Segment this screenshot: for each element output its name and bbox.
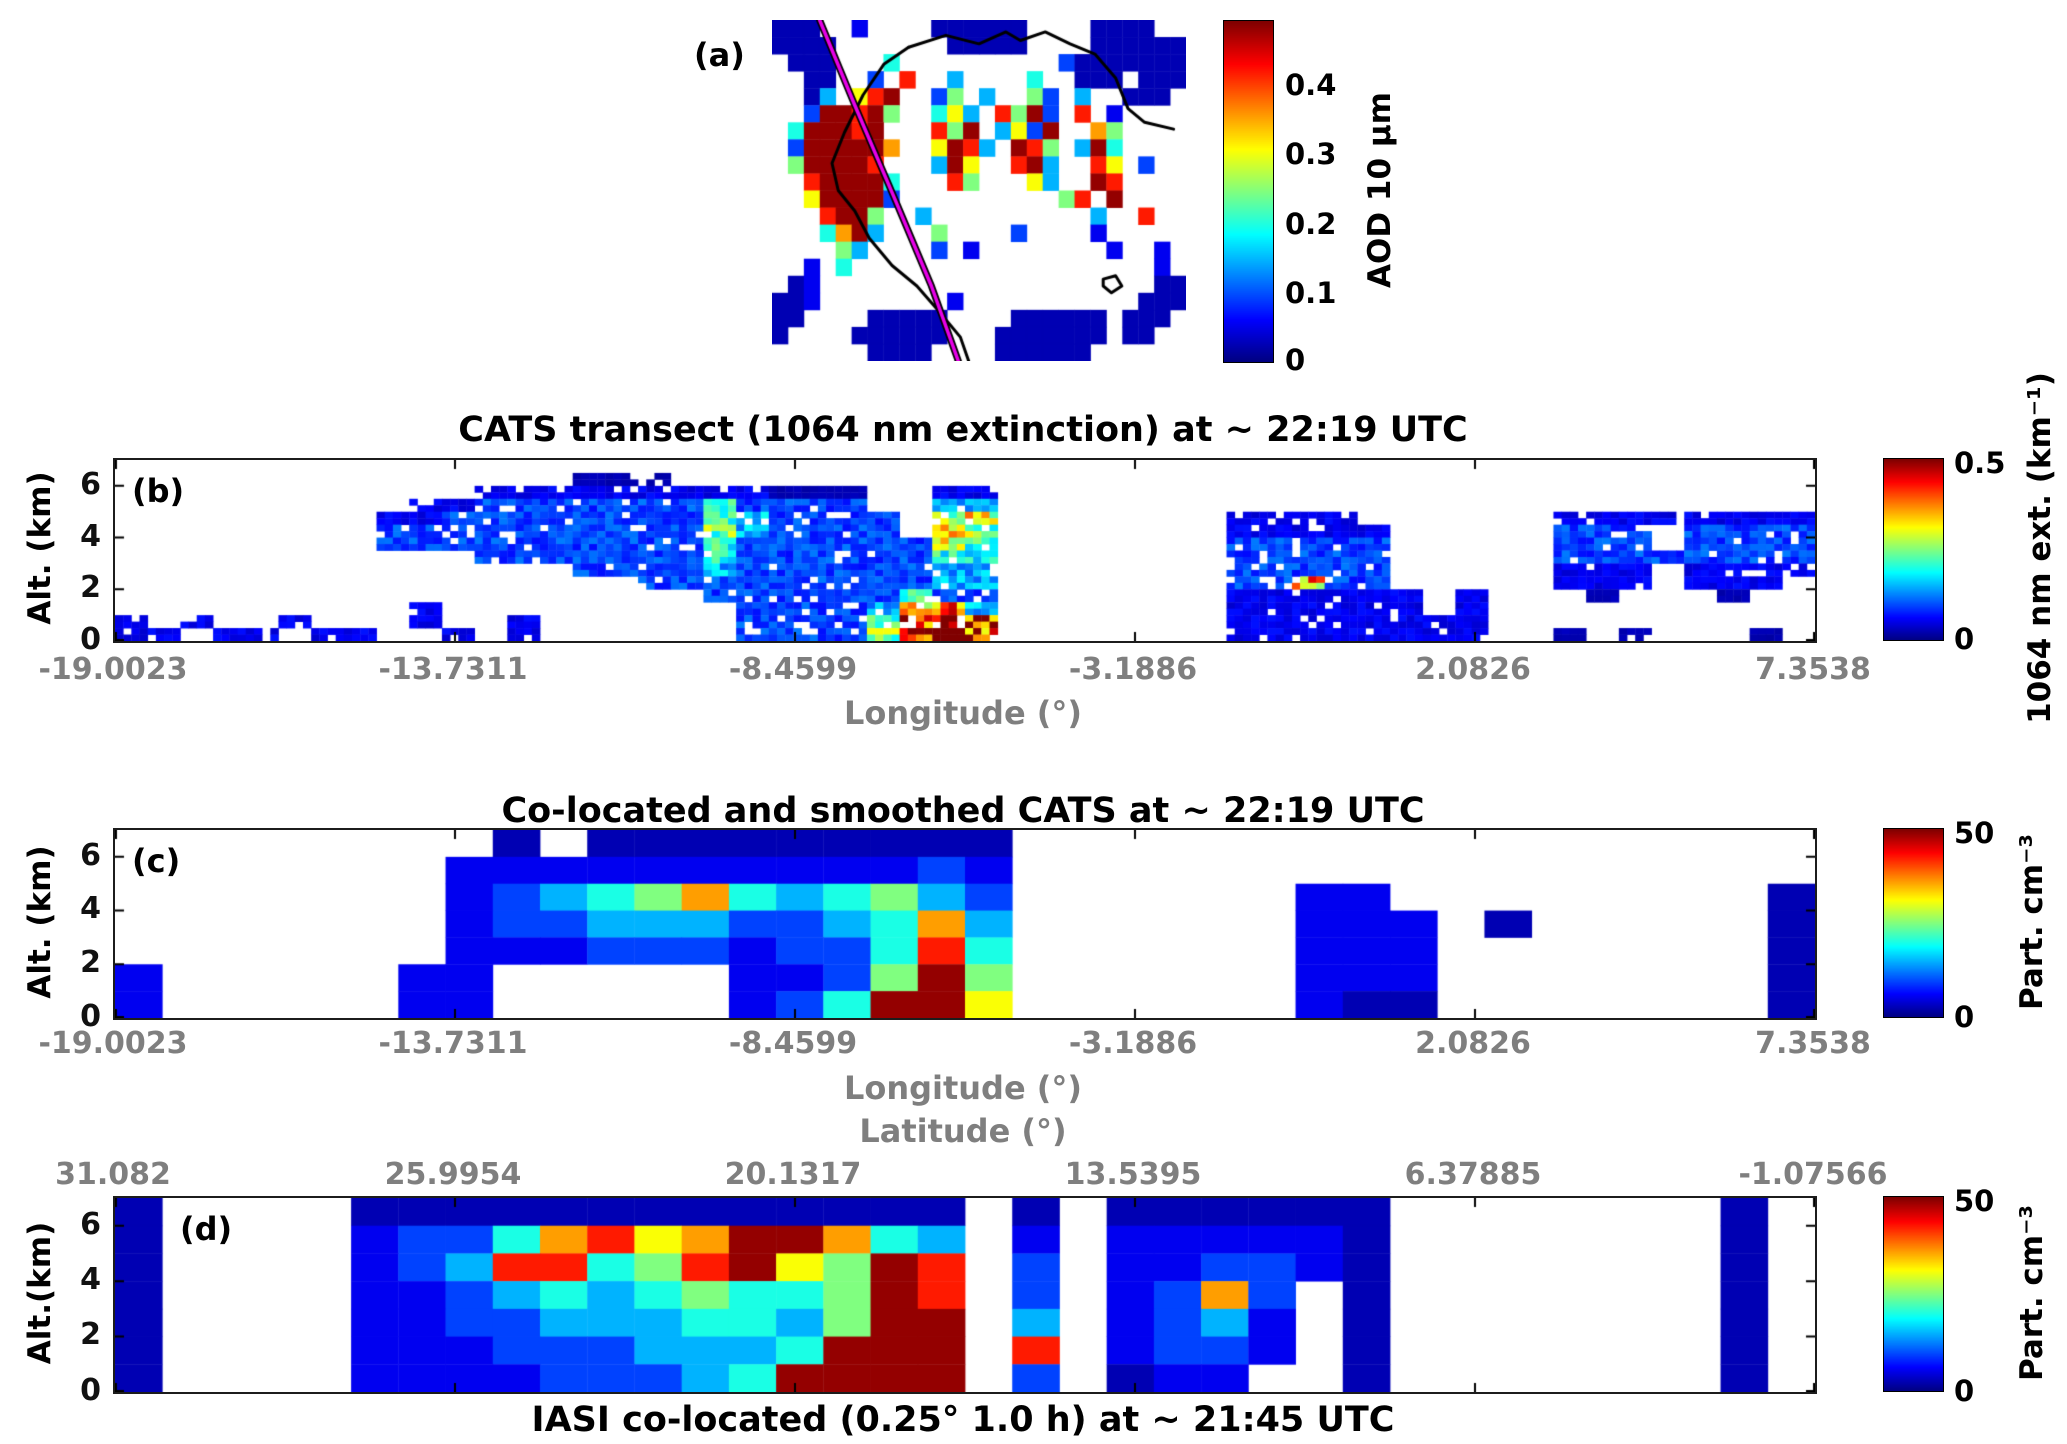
panel-b-ytick: 4	[80, 519, 101, 554]
panel-b-ytick: 0	[80, 622, 101, 657]
panel-b-xtick: -8.4599	[728, 652, 858, 687]
cats-smoothed-heatmap	[113, 828, 1817, 1020]
colorbar-extinction	[1883, 458, 1944, 641]
colorbar-aod-tick: 0.1	[1285, 276, 1337, 310]
panel-c-label: (c)	[132, 842, 181, 880]
panel-d-lat-tick: -1.07566	[1738, 1157, 1888, 1192]
panel-c-xtick: 2.0826	[1415, 1026, 1531, 1061]
panel-c-ytick: 4	[80, 891, 101, 926]
colorbar-aod-tick: 0	[1285, 343, 1306, 377]
colorbar-particles-d-tick: 50	[1954, 1184, 1995, 1218]
panel-c-xtick: -3.1886	[1068, 1026, 1198, 1061]
colorbar-particles-d-tick: 0	[1954, 1374, 1975, 1408]
panel-a-label: (a)	[694, 36, 745, 74]
colorbar-particles-d-label: Part. cm⁻³	[2014, 1204, 2050, 1382]
panel-c-xlabel: Longitude (°)	[843, 1069, 1083, 1107]
colorbar-extinction-tick: 0.5	[1954, 446, 2006, 480]
panel-c-xtick: -8.4599	[728, 1026, 858, 1061]
panel-d-lat-tick: 13.5395	[1064, 1157, 1202, 1192]
panel-c-ytick: 2	[80, 945, 101, 980]
panel-b-xtick: 2.0826	[1415, 652, 1531, 687]
colorbar-particles-d	[1883, 1196, 1944, 1392]
panel-b-xlabel: Longitude (°)	[843, 694, 1083, 732]
colorbar-aod-tick: 0.2	[1285, 207, 1337, 241]
colorbar-aod-tick: 0.3	[1285, 137, 1337, 171]
panel-b-ytick: 2	[80, 570, 101, 605]
panel-d-title: IASI co-located (0.25° 1.0 h) at ~ 21:45…	[531, 1400, 1395, 1440]
colorbar-particles-c	[1883, 828, 1944, 1018]
panel-d-label: (d)	[180, 1210, 233, 1248]
panel-b-ytick: 6	[80, 467, 101, 502]
colorbar-aod-tick: 0.4	[1285, 68, 1337, 102]
panel-d-lat-tick: 6.37885	[1404, 1157, 1542, 1192]
colorbar-particles-c-tick: 50	[1954, 816, 1995, 850]
panel-b-xtick: -19.0023	[38, 652, 188, 687]
colorbar-aod-label: AOD 10 µm	[1362, 92, 1398, 288]
panel-c-ytick: 6	[80, 838, 101, 873]
colorbar-particles-c-tick: 0	[1954, 1000, 1975, 1034]
panel-d-ytick: 0	[80, 1373, 101, 1408]
panel-c-xtick: -13.7311	[378, 1026, 528, 1061]
panel-b-xtick: -13.7311	[378, 652, 528, 687]
panel-c-xtick: -19.0023	[38, 1026, 188, 1061]
panel-d-lat-tick: 20.1317	[724, 1157, 862, 1192]
colorbar-aod	[1223, 20, 1274, 363]
panel-b-title: CATS transect (1064 nm extinction) at ~ …	[458, 410, 1468, 450]
colorbar-extinction-label: 1064 nm ext. (km⁻¹)	[2022, 372, 2058, 724]
panel-c-ytick: 0	[80, 999, 101, 1034]
cats-transect-heatmap	[113, 458, 1817, 643]
colorbar-extinction-tick: 0	[1954, 622, 1975, 656]
panel-b-xtick: 7.3538	[1755, 652, 1871, 687]
panel-d-lat-tick: 31.082	[55, 1157, 171, 1192]
panel-d-lat-tick: 25.9954	[384, 1157, 522, 1192]
aod-map	[772, 20, 1186, 361]
panel-d-ytick: 6	[80, 1207, 101, 1242]
panel-c-xlabel2: Latitude (°)	[859, 1112, 1067, 1150]
panel-d-ytick: 4	[80, 1262, 101, 1297]
colorbar-particles-c-label: Part. cm⁻³	[2014, 833, 2050, 1011]
panel-b-label: (b)	[132, 472, 185, 510]
panel-b-xtick: -3.1886	[1068, 652, 1198, 687]
panel-c-xtick: 7.3538	[1755, 1026, 1871, 1061]
iasi-heatmap	[113, 1196, 1817, 1394]
panel-d-ytick: 2	[80, 1317, 101, 1352]
panel-c-title: Co-located and smoothed CATS at ~ 22:19 …	[501, 791, 1425, 831]
